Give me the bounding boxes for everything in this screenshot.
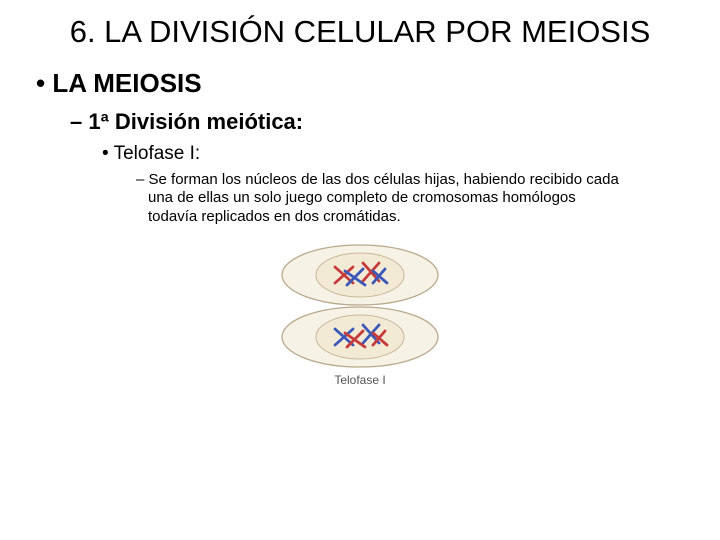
bullet-level3: Telofase I: <box>102 143 684 165</box>
slide: 6. LA DIVISIÓN CELULAR POR MEIOSIS LA ME… <box>0 0 720 540</box>
bullet-level1: LA MEIOSIS <box>36 68 684 99</box>
bullet-level2: 1ª División meiótica: <box>70 109 684 135</box>
telophase-figure: Telofase I <box>270 241 450 387</box>
figure-caption: Telofase I <box>270 373 450 387</box>
bullet-level4: Se forman los núcleos de las dos células… <box>136 171 624 227</box>
telophase-diagram <box>275 241 445 371</box>
slide-title: 6. LA DIVISIÓN CELULAR POR MEIOSIS <box>36 14 684 50</box>
